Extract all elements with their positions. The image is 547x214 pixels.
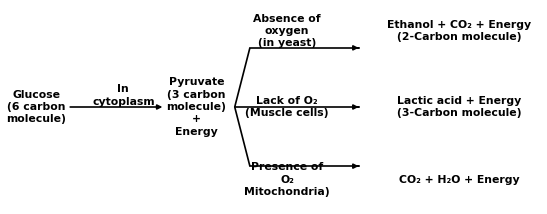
Text: Lactic acid + Energy
(3-Carbon molecule): Lactic acid + Energy (3-Carbon molecule) <box>397 96 522 118</box>
Text: Lack of O₂
(Muscle cells): Lack of O₂ (Muscle cells) <box>245 96 329 118</box>
Text: CO₂ + H₂O + Energy: CO₂ + H₂O + Energy <box>399 175 520 185</box>
Text: Ethanol + CO₂ + Energy
(2-Carbon molecule): Ethanol + CO₂ + Energy (2-Carbon molecul… <box>387 20 532 42</box>
Text: Absence of
oxygen
(in yeast): Absence of oxygen (in yeast) <box>253 13 321 48</box>
Text: Presence of
O₂
Mitochondria): Presence of O₂ Mitochondria) <box>244 162 330 197</box>
Text: Glucose
(6 carbon
molecule): Glucose (6 carbon molecule) <box>6 90 66 124</box>
Text: In
cytoplasm: In cytoplasm <box>92 84 155 107</box>
Text: Pyruvate
(3 carbon
molecule)
+
Energy: Pyruvate (3 carbon molecule) + Energy <box>167 77 226 137</box>
